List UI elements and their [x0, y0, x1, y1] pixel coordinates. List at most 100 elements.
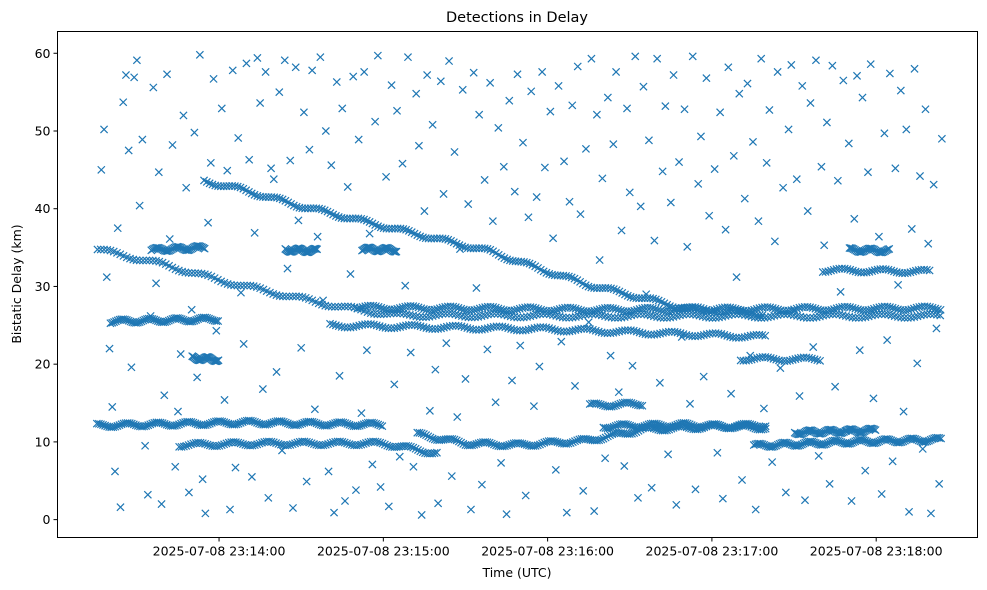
marker-curve-track-10 — [424, 432, 433, 441]
marker-detection — [182, 183, 191, 192]
marker-track-10-early — [220, 440, 229, 449]
marker-track-24 — [501, 323, 510, 332]
marker-detection — [469, 68, 478, 77]
marker-track-12-late — [607, 423, 616, 432]
marker-curve-track-10 — [573, 436, 582, 445]
marker-detection — [896, 86, 905, 95]
marker-detection — [395, 452, 404, 461]
marker-detection — [488, 217, 497, 226]
marker-track-12-early — [172, 421, 181, 430]
marker-track-25-early — [210, 316, 219, 325]
marker-detection — [477, 480, 486, 489]
marker-flat-track-27 — [888, 303, 897, 312]
marker-detection — [291, 63, 300, 72]
marker-flat-track-27 — [904, 305, 913, 314]
marker-detection — [781, 488, 790, 497]
marker-flat-track-27 — [768, 303, 777, 313]
marker-track-32-late — [887, 266, 896, 275]
marker-flat-track-27 — [869, 304, 879, 313]
marker-track-24 — [328, 320, 337, 329]
marker-track-20-late — [807, 354, 816, 363]
marker-track-15-mid — [596, 400, 605, 409]
marker-descending-track-low — [851, 313, 860, 322]
marker-detection — [223, 166, 232, 175]
marker-track-10-early — [430, 449, 439, 458]
marker-track-24 — [483, 324, 492, 333]
marker-flat-track-27 — [353, 304, 362, 313]
marker-descending-track-low — [418, 313, 427, 322]
marker-descending-track-low — [99, 245, 108, 254]
marker-descending-track-low — [893, 312, 902, 321]
marker-track-12-late — [745, 422, 754, 431]
marker-detection — [847, 496, 856, 505]
marker-track-10-early — [345, 440, 354, 449]
marker-track-35-late — [885, 244, 894, 253]
marker-detection — [518, 138, 528, 147]
marker-curve-track-10 — [422, 431, 431, 440]
marker-track-10-early — [212, 442, 222, 451]
marker-track-11-late — [807, 426, 816, 435]
marker-track-12-early — [174, 420, 184, 429]
marker-detection — [576, 210, 585, 219]
marker-track-10-early — [222, 439, 231, 448]
marker-detection — [718, 494, 727, 503]
marker-track-10-early — [406, 442, 415, 451]
marker-flat-track-27 — [417, 304, 426, 313]
marker-descending-track-low — [802, 313, 811, 322]
marker-track-12-early — [236, 418, 245, 427]
marker-detection — [143, 490, 152, 499]
marker-detection — [209, 74, 218, 83]
marker-detection — [655, 378, 664, 387]
marker-detection — [669, 71, 678, 80]
marker-detection — [362, 346, 371, 355]
marker-detection — [587, 54, 596, 63]
marker-curve-track-10 — [566, 438, 575, 447]
marker-detection — [206, 158, 215, 167]
marker-detection — [458, 85, 467, 94]
marker-track-10-late — [937, 434, 946, 443]
marker-descending-track-low — [558, 313, 567, 322]
marker-track-11-late — [837, 429, 846, 438]
marker-detection — [179, 111, 188, 120]
marker-detection — [371, 117, 380, 126]
marker-flat-track-27 — [411, 302, 420, 311]
marker-detection — [406, 348, 415, 357]
marker-detection — [212, 326, 221, 335]
marker-detection — [685, 399, 695, 408]
marker-track-35-late — [867, 244, 876, 253]
marker-track-24 — [352, 322, 361, 331]
marker-detection — [798, 81, 807, 90]
marker-descending-track-low — [900, 313, 909, 322]
marker-detection — [428, 120, 437, 129]
marker-flat-track-27 — [885, 303, 894, 312]
marker-detection — [779, 183, 788, 192]
marker-detection — [327, 161, 336, 170]
marker-flat-track-27 — [590, 306, 599, 315]
marker-detection — [937, 134, 946, 143]
marker-detection — [729, 151, 738, 160]
marker-descending-track-low — [513, 313, 522, 322]
x-tick-label: 2025-07-08 23:14:00 — [153, 544, 286, 559]
y-tick-label: 50 — [35, 123, 51, 138]
marker-detection — [502, 510, 511, 519]
marker-track-24 — [696, 331, 705, 340]
marker-curve-track-10 — [419, 430, 428, 439]
marker-detection — [102, 273, 111, 282]
marker-flat-track-27 — [393, 304, 402, 313]
marker-track-12-late — [716, 421, 725, 430]
marker-flat-track-27 — [531, 304, 540, 313]
marker-detection — [351, 486, 360, 495]
marker-descending-track-high — [233, 182, 242, 191]
marker-detection — [765, 105, 774, 115]
marker-detection — [639, 82, 648, 91]
marker-detection — [354, 135, 363, 144]
chart-title: Detections in Delay — [446, 10, 588, 26]
marker-descending-track-low — [604, 312, 613, 321]
marker-track-12-early — [376, 421, 385, 430]
marker-detection — [119, 98, 128, 107]
marker-track-24 — [731, 333, 741, 342]
marker-detection — [803, 207, 812, 216]
marker-detection — [480, 175, 489, 184]
marker-descending-track-low — [93, 245, 102, 254]
marker-detection — [124, 146, 133, 155]
